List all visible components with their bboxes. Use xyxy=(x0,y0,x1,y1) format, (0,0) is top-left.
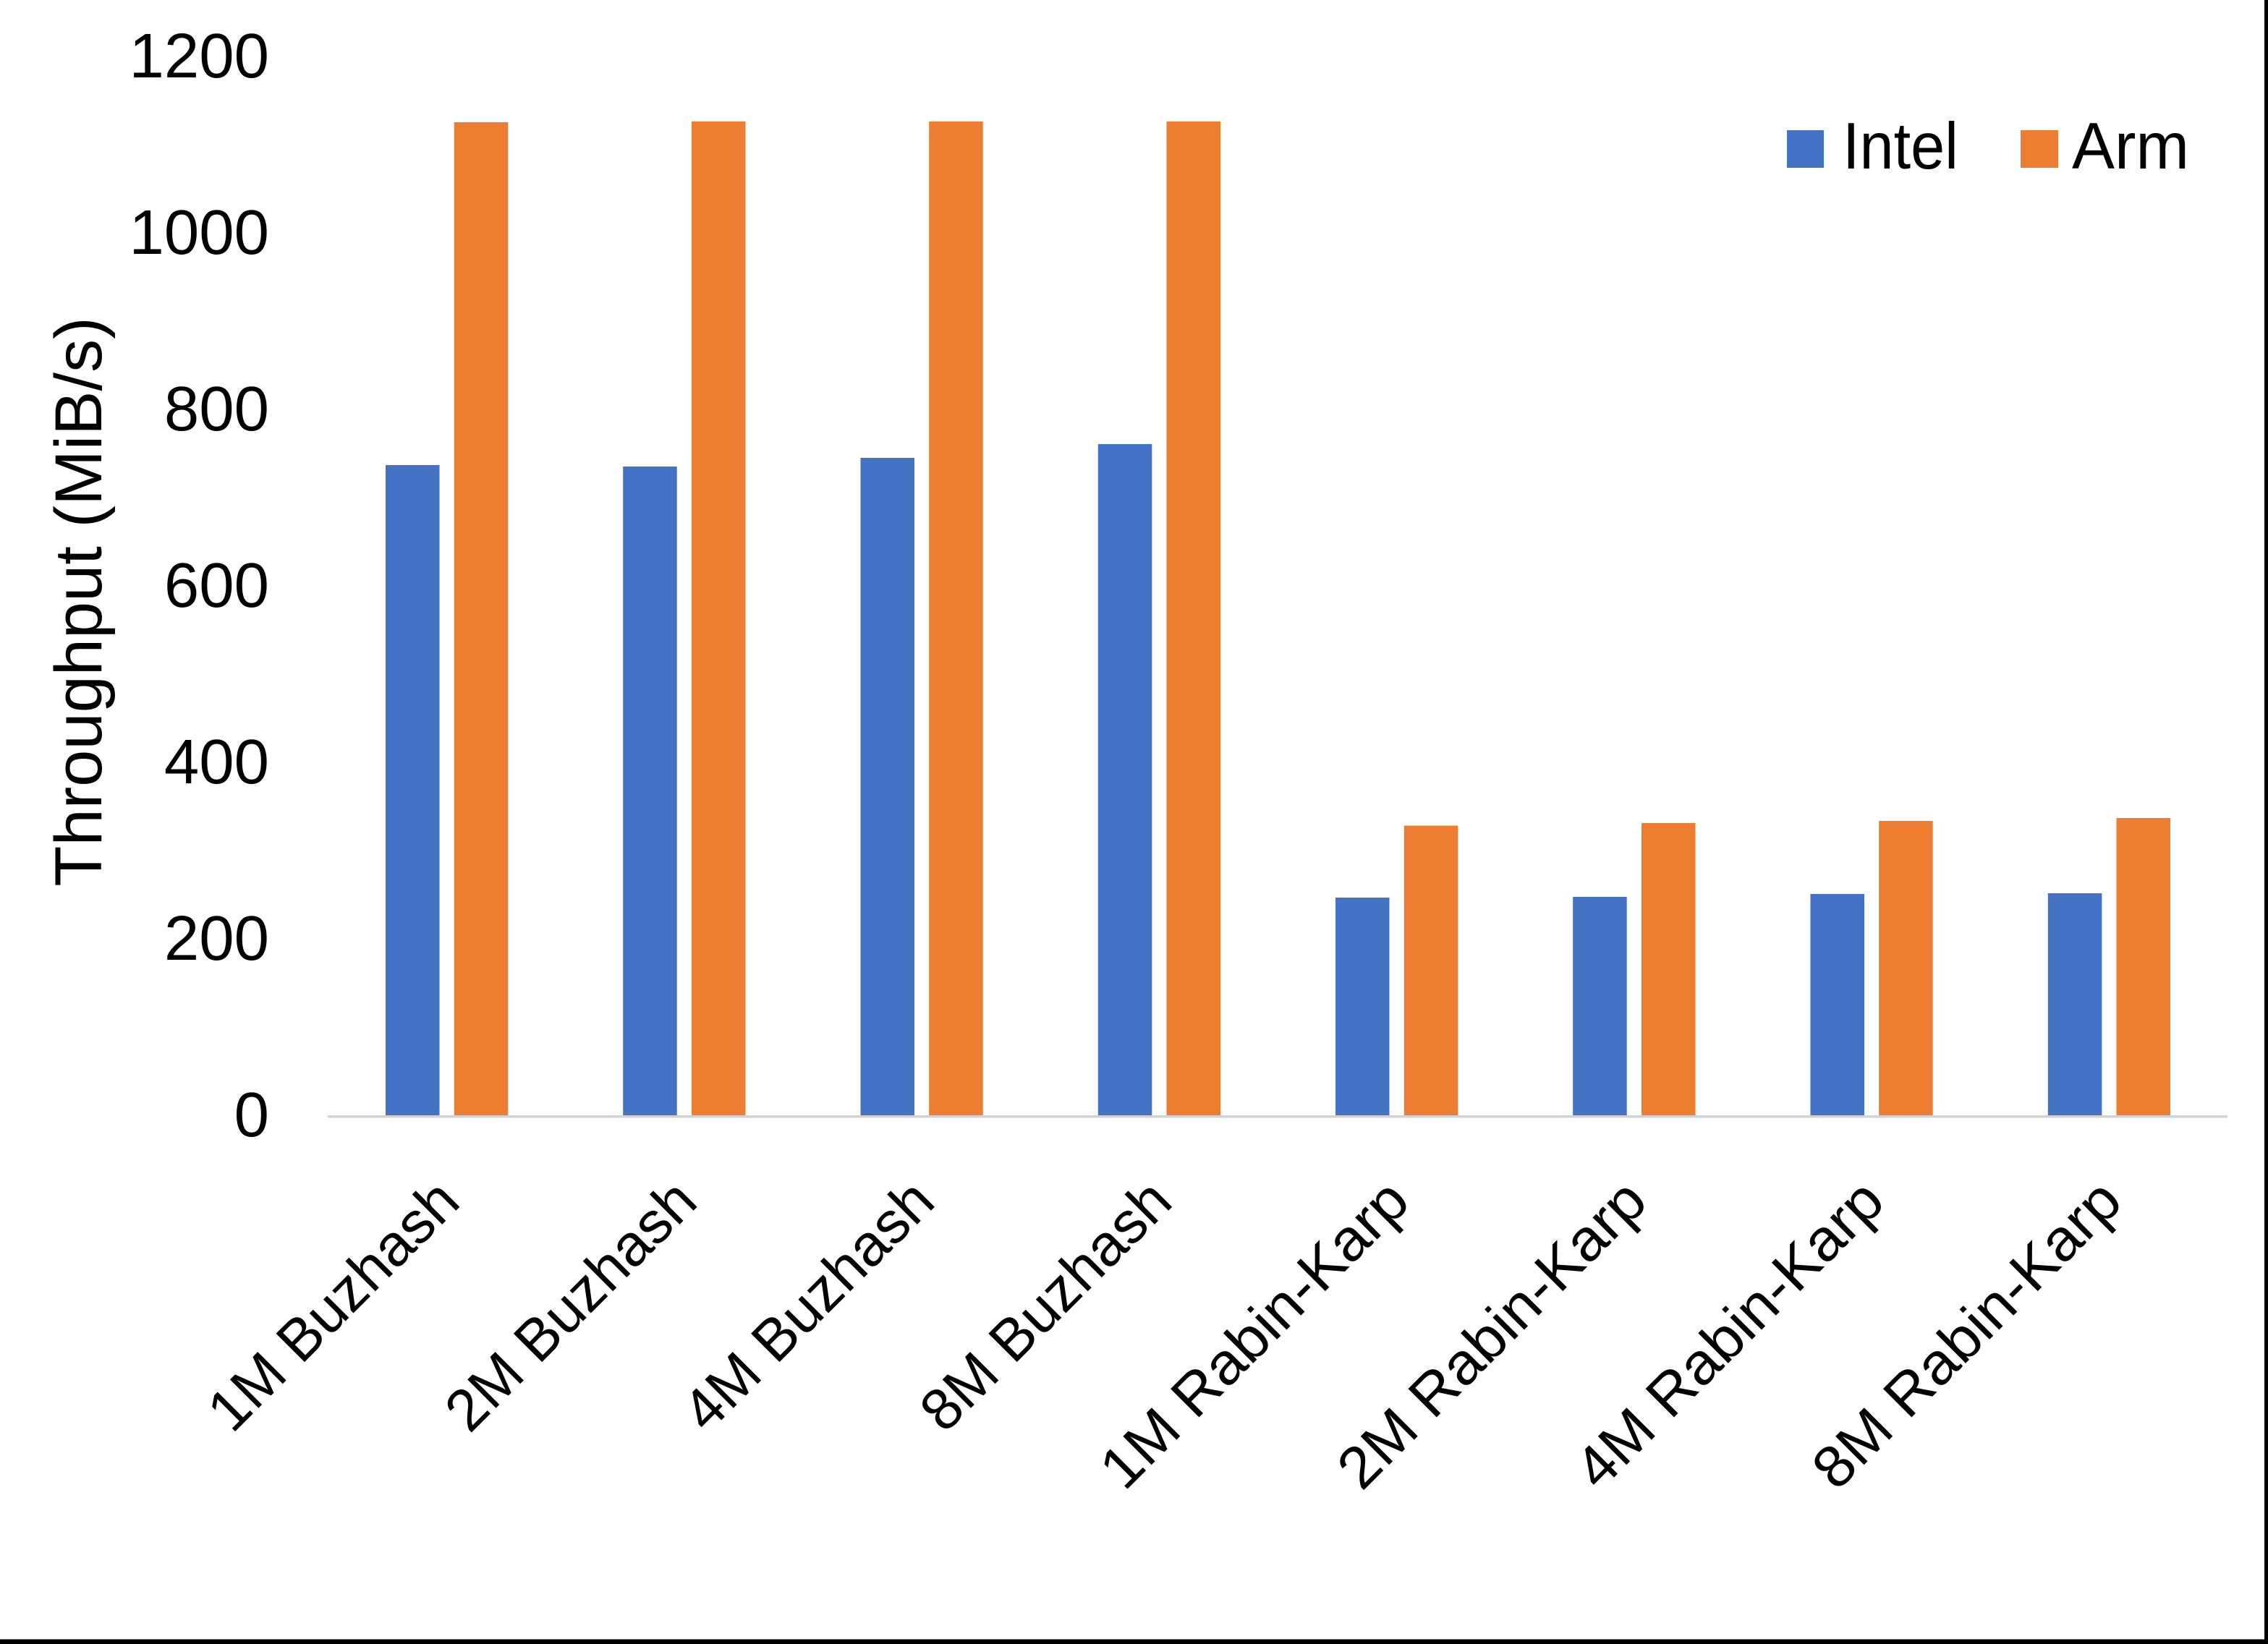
svg-text:400: 400 xyxy=(164,727,269,797)
svg-text:1200: 1200 xyxy=(129,21,269,91)
svg-text:Throughput (MiB/s): Throughput (MiB/s) xyxy=(42,317,116,886)
svg-text:0: 0 xyxy=(234,1080,269,1150)
svg-text:Arm: Arm xyxy=(2072,110,2189,183)
svg-text:200: 200 xyxy=(164,903,269,974)
svg-text:800: 800 xyxy=(164,374,269,444)
svg-text:600: 600 xyxy=(164,550,269,621)
svg-text:1000: 1000 xyxy=(129,197,269,268)
svg-text:Intel: Intel xyxy=(1843,110,1958,183)
